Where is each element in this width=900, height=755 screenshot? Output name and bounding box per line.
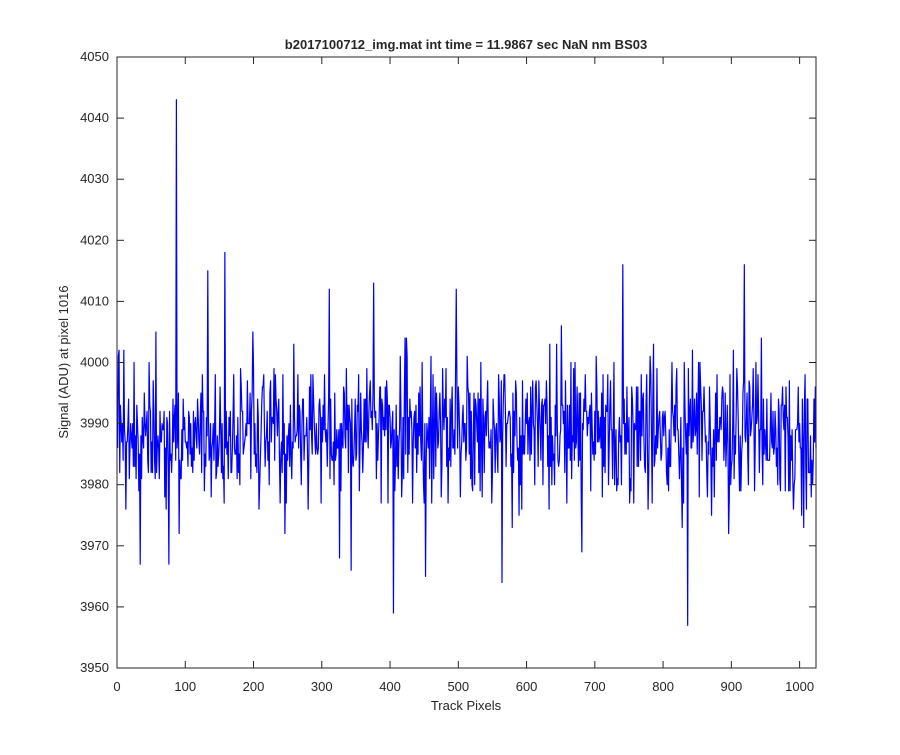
y-tick-label-3960: 3960 xyxy=(80,599,109,614)
y-tick-label-3970: 3970 xyxy=(80,538,109,553)
x-axis-label: Track Pixels xyxy=(431,698,502,713)
y-tick-label-4040: 4040 xyxy=(80,110,109,125)
y-tick-label-4010: 4010 xyxy=(80,293,109,308)
y-tick-label-3950: 3950 xyxy=(80,660,109,675)
tick-group: 0 100 200 300 400 500 600 700 800 900 1000 3950 3960… xyxy=(80,49,816,694)
signal-series-line xyxy=(117,99,817,626)
x-tick-label-500: 500 xyxy=(447,679,469,694)
y-tick-label-4030: 4030 xyxy=(80,171,109,186)
x-tick-label-200: 200 xyxy=(243,679,265,694)
x-tick-label-600: 600 xyxy=(516,679,538,694)
chart-title: b2017100712_img.mat int time = 11.9867 s… xyxy=(285,37,647,52)
x-tick-label-0: 0 xyxy=(113,679,120,694)
y-tick-label-4020: 4020 xyxy=(80,232,109,247)
x-tick-label-900: 900 xyxy=(721,679,743,694)
y-tick-label-4000: 4000 xyxy=(80,355,109,370)
y-tick-label-3990: 3990 xyxy=(80,416,109,431)
y-axis-label: Signal (ADU) at pixel 1016 xyxy=(56,285,71,438)
y-tick-label-3980: 3980 xyxy=(80,477,109,492)
x-tick-label-300: 300 xyxy=(311,679,333,694)
plot-area xyxy=(117,57,816,668)
x-tick-label-1000: 1000 xyxy=(785,679,814,694)
x-tick-label-800: 800 xyxy=(652,679,674,694)
x-tick-label-700: 700 xyxy=(584,679,606,694)
x-tick-label-100: 100 xyxy=(174,679,196,694)
y-tick-label-4050: 4050 xyxy=(80,49,109,64)
x-tick-label-400: 400 xyxy=(379,679,401,694)
